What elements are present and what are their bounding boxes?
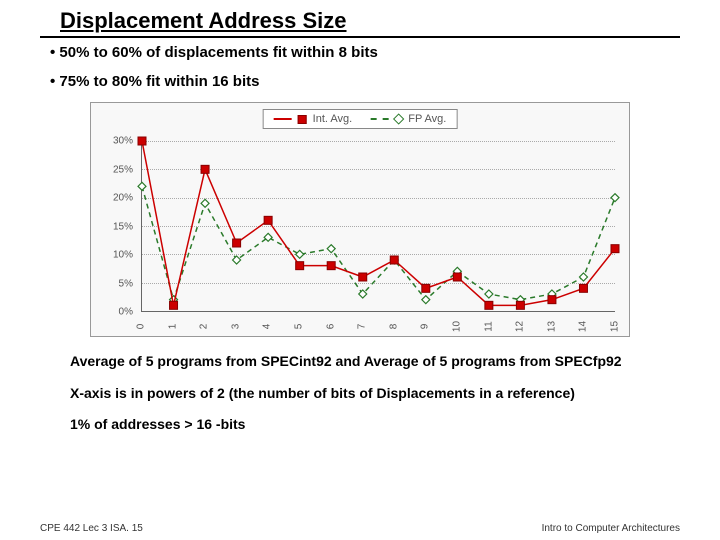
- bullet-list: • 50% to 60% of displacements fit within…: [0, 44, 720, 90]
- legend-item-fp: FP Avg.: [370, 113, 446, 125]
- note-item: 1% of addresses > 16 -bits: [50, 416, 670, 434]
- line-icon: [274, 118, 292, 120]
- page-title: Displacement Address Size: [0, 0, 720, 36]
- chart-legend: Int. Avg. FP Avg.: [263, 109, 458, 129]
- square-marker-icon: [298, 115, 307, 124]
- footer-right: Intro to Computer Architectures: [542, 523, 680, 534]
- plot-area: [141, 141, 615, 312]
- legend-item-int: Int. Avg.: [274, 113, 353, 125]
- bullet-item: • 75% to 80% fit within 16 bits: [50, 73, 670, 90]
- legend-label: Int. Avg.: [313, 113, 353, 125]
- footer: CPE 442 Lec 3 ISA. 15 Intro to Computer …: [0, 523, 720, 534]
- chart: Int. Avg. FP Avg. 0%5%10%15%20%25%30% 01…: [90, 102, 630, 337]
- note-item: Average of 5 programs from SPECint92 and…: [50, 353, 670, 371]
- note-item: X-axis is in powers of 2 (the number of …: [50, 385, 670, 403]
- x-axis-labels: 0123456789101112131415: [141, 316, 615, 334]
- bullet-item: • 50% to 60% of displacements fit within…: [50, 44, 670, 61]
- legend-label: FP Avg.: [408, 113, 446, 125]
- plot-svg: [142, 141, 615, 311]
- diamond-marker-icon: [393, 113, 404, 124]
- title-divider: [40, 36, 680, 38]
- y-axis-labels: 0%5%10%15%20%25%30%: [103, 141, 137, 312]
- dash-line-icon: [370, 118, 388, 120]
- notes: Average of 5 programs from SPECint92 and…: [0, 345, 720, 434]
- footer-left: CPE 442 Lec 3 ISA. 15: [40, 523, 143, 534]
